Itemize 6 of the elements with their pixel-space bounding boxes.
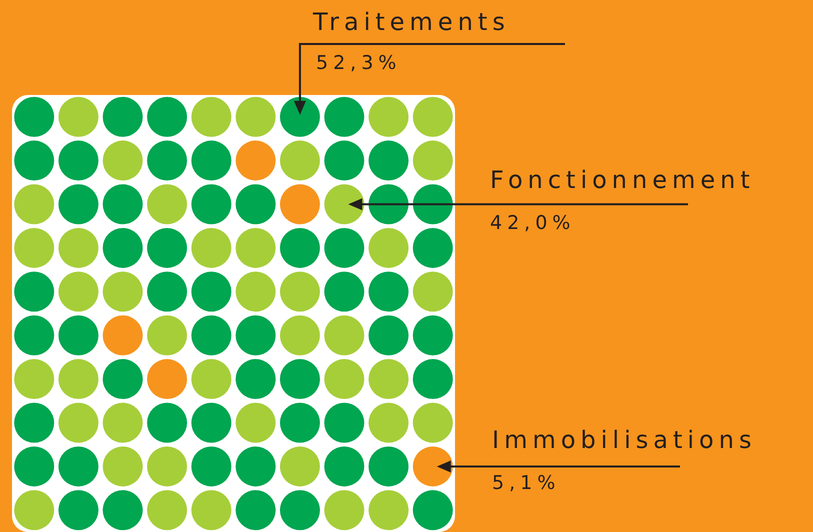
data-label: 52,3%	[316, 52, 402, 74]
data-label: 5,1%	[492, 472, 560, 494]
category-label: Traitements	[313, 8, 510, 36]
data-label: 42,0%	[490, 212, 576, 234]
category-label: Immobilisations	[492, 426, 756, 454]
category-label: Fonctionnement	[490, 166, 755, 194]
